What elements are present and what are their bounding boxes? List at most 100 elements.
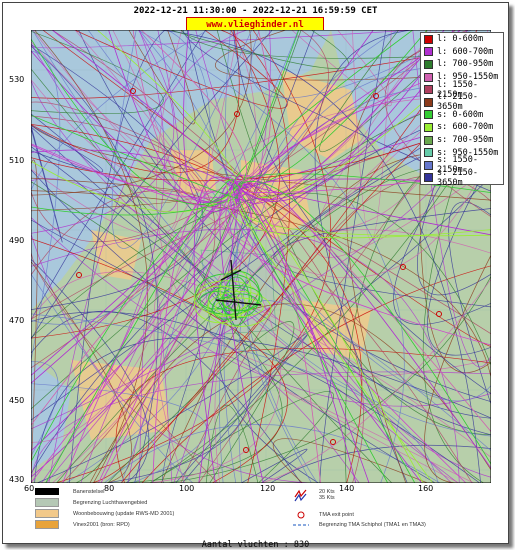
tma-exit-point <box>234 111 240 117</box>
flight-track <box>247 300 491 483</box>
flight-track <box>32 30 491 279</box>
legend-swatch <box>424 85 433 95</box>
x-tick-label: 100 <box>179 484 194 493</box>
legend-swatch <box>424 110 433 120</box>
key-airport-boundary: Begrenzing Luchthavengebied <box>35 498 147 507</box>
flight-track <box>55 30 332 483</box>
flight-track <box>237 187 357 483</box>
flight-track <box>149 391 334 483</box>
flight-track <box>52 30 250 189</box>
flight-track <box>232 30 491 394</box>
flight-track <box>132 30 231 192</box>
legend-item: s: 600-700m <box>421 121 503 134</box>
y-tick-label: 510 <box>9 156 24 165</box>
key-airport-label: Begrenzing Luchthavengebied <box>73 499 148 506</box>
flight-track <box>270 444 491 483</box>
flight-track <box>31 30 329 369</box>
flight-track <box>31 114 239 199</box>
legend-item: l: 1550-2150m <box>421 80 503 100</box>
legend-label: s: 2150-3650m <box>437 167 478 188</box>
legend-item: l: 700-950m <box>421 58 503 71</box>
flight-track <box>225 179 434 483</box>
flight-track <box>31 45 159 483</box>
y-axis-labels: 530 510 490 470 450 430 <box>9 75 24 484</box>
tma-exit-point <box>373 93 379 99</box>
flight-track <box>31 30 208 191</box>
flight-track <box>159 30 481 483</box>
flight-track <box>31 30 178 236</box>
flight-track <box>31 190 491 378</box>
legend-swatch <box>424 47 433 57</box>
legend-swatch <box>424 173 433 183</box>
legend-label: l: 950-1550m <box>437 72 499 83</box>
flight-track <box>80 93 491 483</box>
legend-label: l: 0-600m <box>437 34 484 45</box>
flight-track <box>225 192 491 346</box>
flight-track <box>237 199 491 237</box>
flight-track <box>91 30 478 483</box>
tma-boundary-icon <box>293 524 309 526</box>
y-tick-label: 530 <box>9 75 24 84</box>
legend-swatch <box>424 59 433 69</box>
flight-track <box>31 181 283 483</box>
flight-track <box>31 198 235 216</box>
x-tick-label: 120 <box>260 484 275 493</box>
flight-track <box>31 261 132 483</box>
map-key: Banenstelsel Begrenzing Luchthavengebied… <box>35 488 495 536</box>
flight-track <box>232 181 416 483</box>
key-runway: Banenstelsel <box>35 488 105 495</box>
flight-track <box>194 285 246 324</box>
tma-exit-point <box>330 439 336 445</box>
key-tma-boundary-label: Begrenzing TMA Schiphol (TMA1 en TMA3) <box>319 522 426 528</box>
legend-label: s: 950-1550m <box>437 147 499 158</box>
flight-track <box>291 30 392 107</box>
key-tma-exit: TMA exit point <box>293 510 354 520</box>
legend-swatch <box>424 34 433 44</box>
flight-track <box>31 238 288 483</box>
flight-track <box>427 158 491 356</box>
legend-item: s: 950-1550m <box>421 146 503 159</box>
flight-track <box>31 30 175 234</box>
flight-track <box>141 265 491 483</box>
flight-track <box>238 30 445 204</box>
x-tick-label: 140 <box>339 484 354 493</box>
y-tick-label: 470 <box>9 316 24 325</box>
x-tick-label: 60 <box>24 484 34 493</box>
legend-label: l: 1550-2150m <box>437 79 478 100</box>
flight-track <box>31 313 439 483</box>
legend-swatch <box>424 135 433 145</box>
flight-track <box>36 176 491 483</box>
flight-count: Aantal vluchten : 830 <box>201 540 310 550</box>
flight-track <box>31 192 491 366</box>
key-residential: Woonbebouwing (update RWS-MD 2001) <box>35 509 174 518</box>
residential-swatch <box>35 509 59 518</box>
flight-track <box>424 255 491 483</box>
flight-track-map[interactable] <box>31 30 491 483</box>
airport-swatch <box>35 498 59 507</box>
y-tick-label: 450 <box>9 396 24 405</box>
flight-track <box>31 169 436 483</box>
flight-track <box>62 177 237 483</box>
legend-label: l: 600-700m <box>437 46 494 57</box>
flight-track <box>227 189 491 239</box>
flight-track <box>108 30 232 204</box>
flight-track <box>319 30 387 483</box>
flight-track <box>31 192 233 462</box>
flight-track <box>31 38 231 205</box>
flight-track <box>273 208 491 308</box>
flight-track <box>45 179 235 483</box>
flight-track <box>31 125 103 173</box>
flight-track <box>42 30 491 347</box>
key-tma-boundary: Begrenzing TMA Schiphol (TMA1 en TMA3) <box>293 522 426 528</box>
key-tma-exit-label: TMA exit point <box>319 512 354 518</box>
flight-track <box>233 181 370 483</box>
page-title: 2022-12-21 11:30:00 - 2022-12-21 16:59:5… <box>133 6 378 16</box>
flight-track <box>52 30 257 483</box>
flight-track <box>218 122 491 483</box>
legend-label: s: 600-700m <box>437 122 494 133</box>
key-vinex: Vinex2001 (bron: RPD) <box>35 520 130 529</box>
tma-exit-point <box>76 272 82 278</box>
x-tick-label: 160 <box>418 484 433 493</box>
flight-track <box>235 30 271 183</box>
